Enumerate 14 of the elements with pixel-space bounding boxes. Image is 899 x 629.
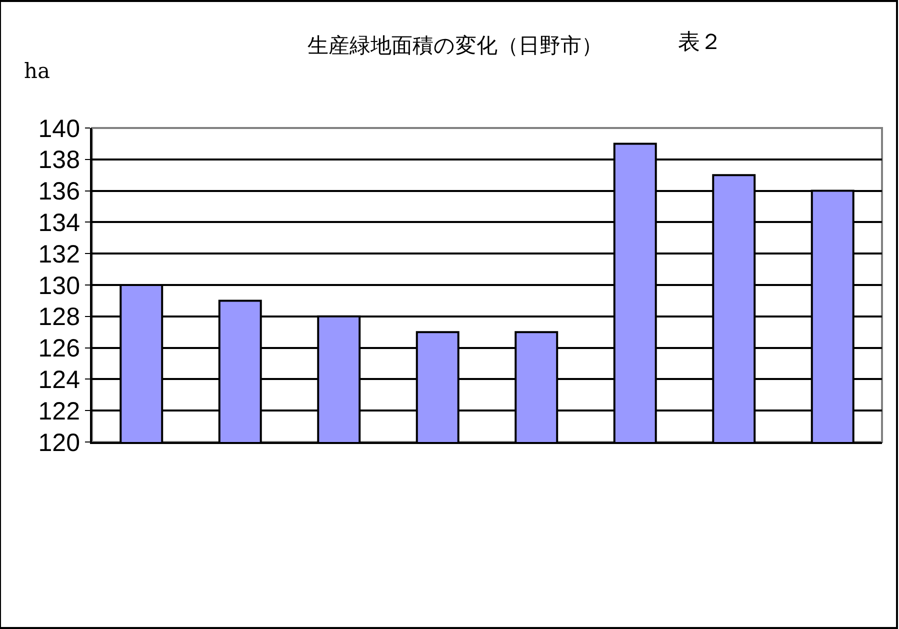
y-tick-label: 122: [38, 397, 80, 426]
y-tick-label: 134: [38, 208, 80, 237]
y-tick-label: 128: [38, 303, 80, 332]
y-tick-label: 120: [38, 428, 80, 457]
chart-title: 生産緑地面積の変化（日野市）: [308, 33, 602, 58]
y-tick-label: 138: [38, 146, 80, 174]
text: 表２: [678, 30, 722, 55]
y-tick-label: 140: [38, 114, 80, 143]
y-tick-label: 136: [38, 178, 80, 206]
y-tick-label: 126: [38, 334, 80, 363]
y-tick-label: 130: [38, 272, 80, 300]
y-tick-label: 132: [38, 240, 80, 268]
y-tick-label: 124: [38, 366, 80, 394]
y-axis-title: ha: [24, 59, 50, 83]
